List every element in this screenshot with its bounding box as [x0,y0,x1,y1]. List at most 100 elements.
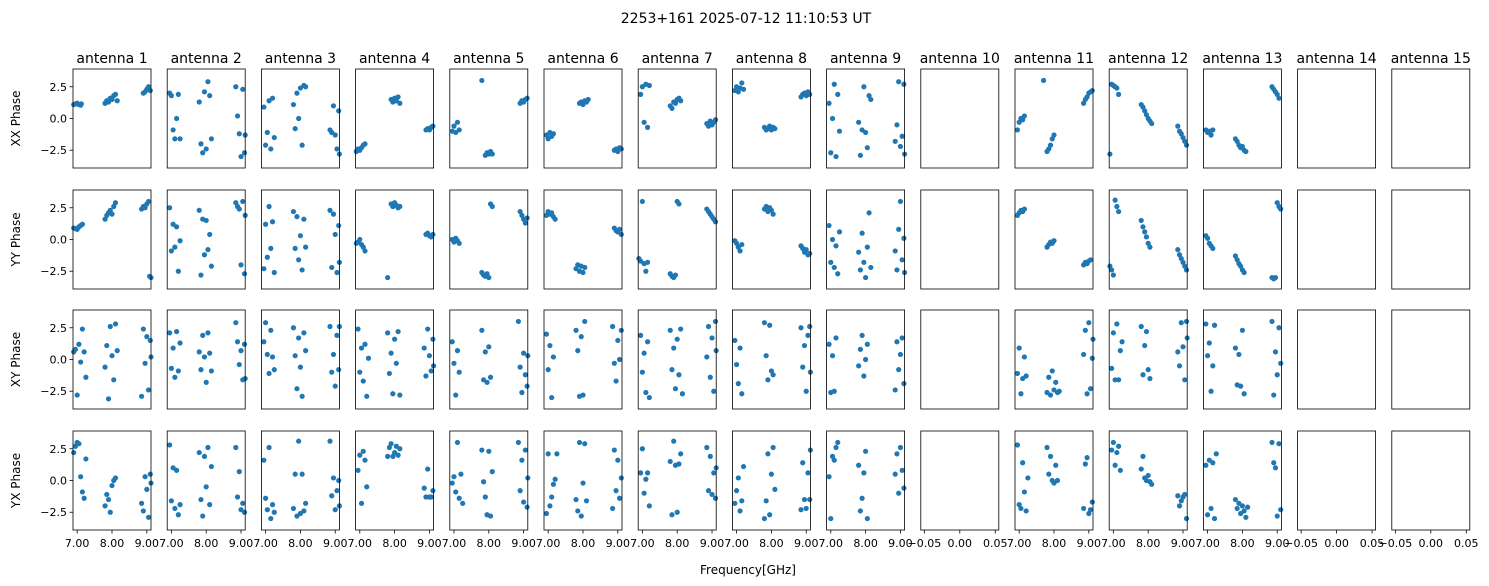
subplot-yy-antenna-3 [260,189,342,290]
data-point [645,470,651,476]
data-point [1175,493,1181,499]
data-point [458,471,464,477]
data-point [207,231,213,238]
data-point [868,264,874,271]
data-point [264,254,270,260]
data-point [355,467,361,473]
data-point [863,274,869,281]
axes-frame [732,189,811,290]
data-point [83,374,89,380]
data-point [770,372,776,378]
axes-frame [1391,430,1471,531]
data-point [1206,340,1212,346]
xtick-label: 9.00 [1077,537,1102,550]
subplot-xx-antenna-12 [1107,68,1190,169]
data-point [234,494,241,500]
data-point [355,326,361,332]
data-point [294,90,300,96]
data-point [740,86,747,92]
data-point [709,491,715,498]
data-point [449,480,455,486]
subplot-yy-antenna-13 [1203,189,1284,290]
data-point [456,240,462,246]
data-point [892,471,898,477]
subplot-xx-antenna-6 [543,68,624,169]
data-point [397,203,403,210]
data-point [618,475,624,481]
data-point [1056,388,1062,394]
data-point [203,217,209,224]
data-point [200,150,206,156]
data-point [1143,234,1150,240]
data-point [297,233,303,239]
data-point [365,355,372,361]
data-point [208,263,215,269]
data-point [899,467,905,473]
data-point [761,320,768,326]
subplot-yx-antenna-5: 7.00 8.00 9.00 [442,430,536,550]
xtick-label: 7.00 [724,537,749,550]
data-point [397,446,403,452]
ytick-label: 0.0 [50,234,68,247]
data-point [1211,322,1218,328]
data-point [1053,379,1059,385]
data-point [327,323,333,330]
data-point [81,349,87,355]
data-point [704,444,710,451]
data-point [671,438,677,444]
ytick-label: 2.5 [50,443,68,456]
data-point [172,136,178,142]
data-point [1210,127,1216,133]
data-point [828,515,834,522]
data-point [1040,77,1047,84]
data-point [897,198,904,205]
data-point [329,369,335,375]
data-point [233,320,239,326]
subplot-yy-antenna-10 [920,189,1000,290]
data-point [362,457,368,463]
subplot-yy-antenna-12 [1107,189,1190,290]
subplot-xx-antenna-1: −2.5 0.0 2.5 [40,68,153,169]
data-point [517,364,523,370]
data-point [831,457,837,463]
data-point [301,330,307,336]
data-point [196,449,202,456]
data-point [712,318,719,325]
antenna-title: antenna 8 [736,51,807,67]
data-point [79,489,86,495]
axes-frame [260,309,340,410]
data-point [114,98,120,104]
data-point [241,509,248,515]
data-point [329,493,335,499]
data-point [386,370,392,377]
data-point [524,215,530,221]
data-point [261,104,267,110]
data-point [1114,449,1120,456]
data-point [140,508,146,514]
data-point [236,131,242,137]
data-point [1245,504,1251,510]
subplot-xy-antenna-5 [449,309,531,410]
data-point [1175,123,1181,129]
data-point [203,146,209,152]
data-point [81,495,87,501]
xtick-label: 9.00 [511,537,536,550]
antenna-title: antenna 12 [1108,51,1188,67]
data-point [174,115,180,122]
data-point [336,108,342,114]
data-point [1089,355,1095,361]
data-point [395,452,401,458]
axes-frame [166,189,246,290]
data-point [138,500,145,506]
data-point [208,463,215,470]
data-point [489,151,495,157]
axes-frame [543,309,623,410]
data-point [294,214,300,220]
subplot-xy-antenna-10 [920,309,1000,410]
data-point [735,475,741,481]
data-point [201,453,208,459]
data-point [1236,351,1242,358]
data-point [1272,274,1279,281]
axes-frame [543,189,623,290]
xtick-label: 7.00 [1101,537,1126,550]
